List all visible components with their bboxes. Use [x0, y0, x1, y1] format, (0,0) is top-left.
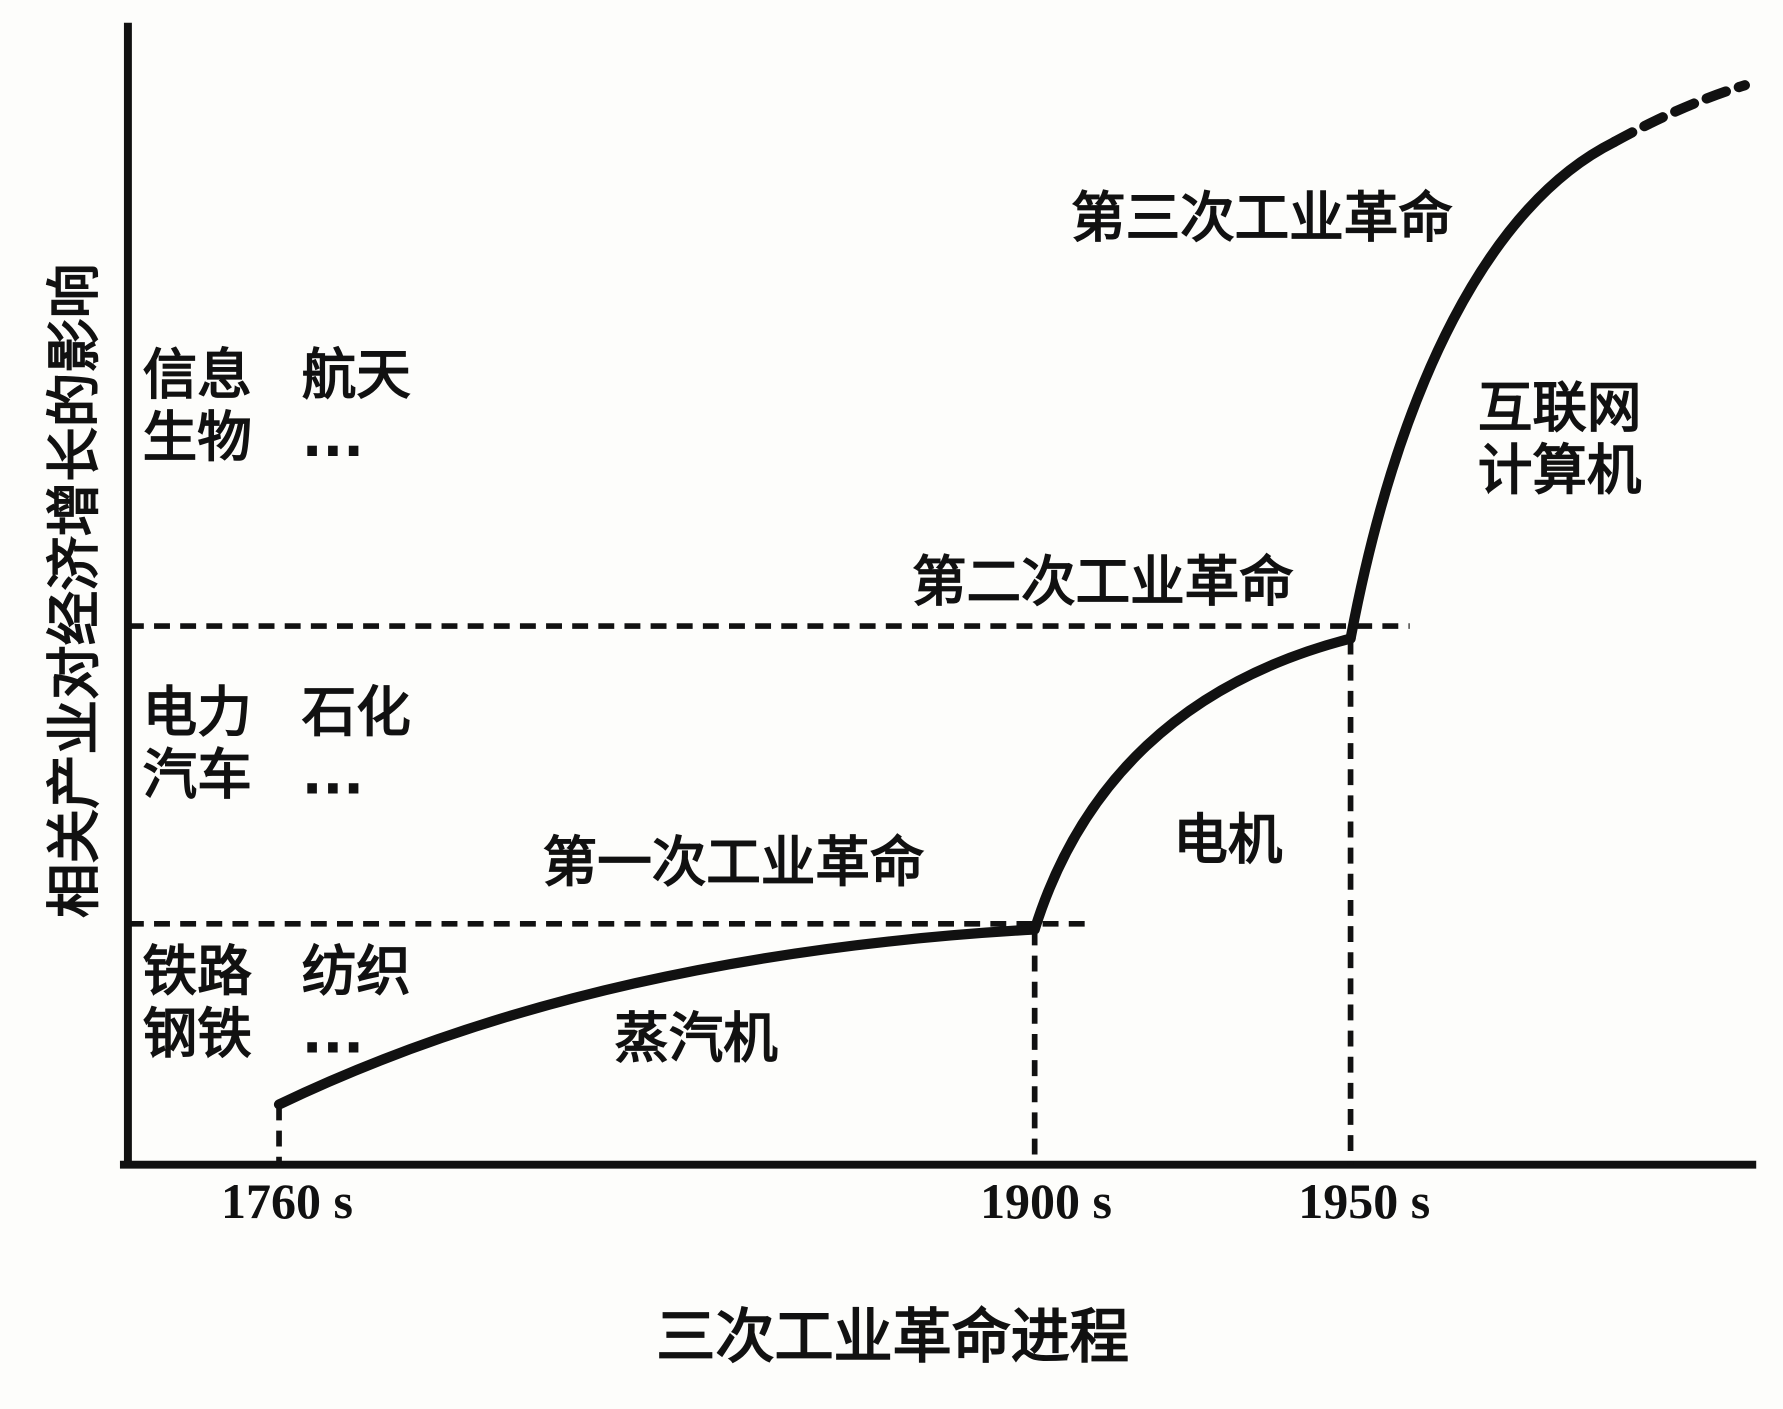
industry: ...	[302, 405, 364, 469]
industry: 电力	[143, 680, 252, 744]
technology: 互联网	[1478, 375, 1642, 439]
revolution-label: 第一次工业革命	[543, 830, 925, 894]
industry: ...	[302, 742, 364, 806]
industry: 生物	[143, 405, 252, 469]
industry: 铁路	[143, 939, 253, 1003]
curve-future	[1609, 80, 1750, 148]
industry: 钢铁	[143, 1002, 253, 1066]
x-label: 1900 s	[980, 1173, 1112, 1229]
industry: 纺织	[302, 939, 411, 1003]
industry: 汽车	[143, 742, 252, 806]
technology: 蒸汽机	[614, 1006, 778, 1070]
revolution-label: 第二次工业革命	[912, 549, 1294, 613]
curve-first	[273, 924, 1040, 1110]
technology: 电机	[1173, 807, 1283, 871]
industry: 信息	[143, 343, 252, 407]
revolution-label: 第三次工业革命	[1071, 186, 1453, 250]
x-label: 1760 s	[221, 1173, 353, 1229]
curve-second	[1029, 633, 1356, 935]
technology: 计算机	[1478, 438, 1642, 502]
curve-third	[1345, 136, 1620, 644]
y-axis-label: 相关产业对经济增长的影响	[42, 264, 106, 918]
industry: ...	[302, 1002, 364, 1066]
industry: 航天	[302, 343, 412, 407]
x-label: 1950 s	[1298, 1173, 1430, 1229]
industry: 石化	[302, 680, 411, 744]
x-axis-label: 三次工业革命进程	[656, 1302, 1129, 1371]
